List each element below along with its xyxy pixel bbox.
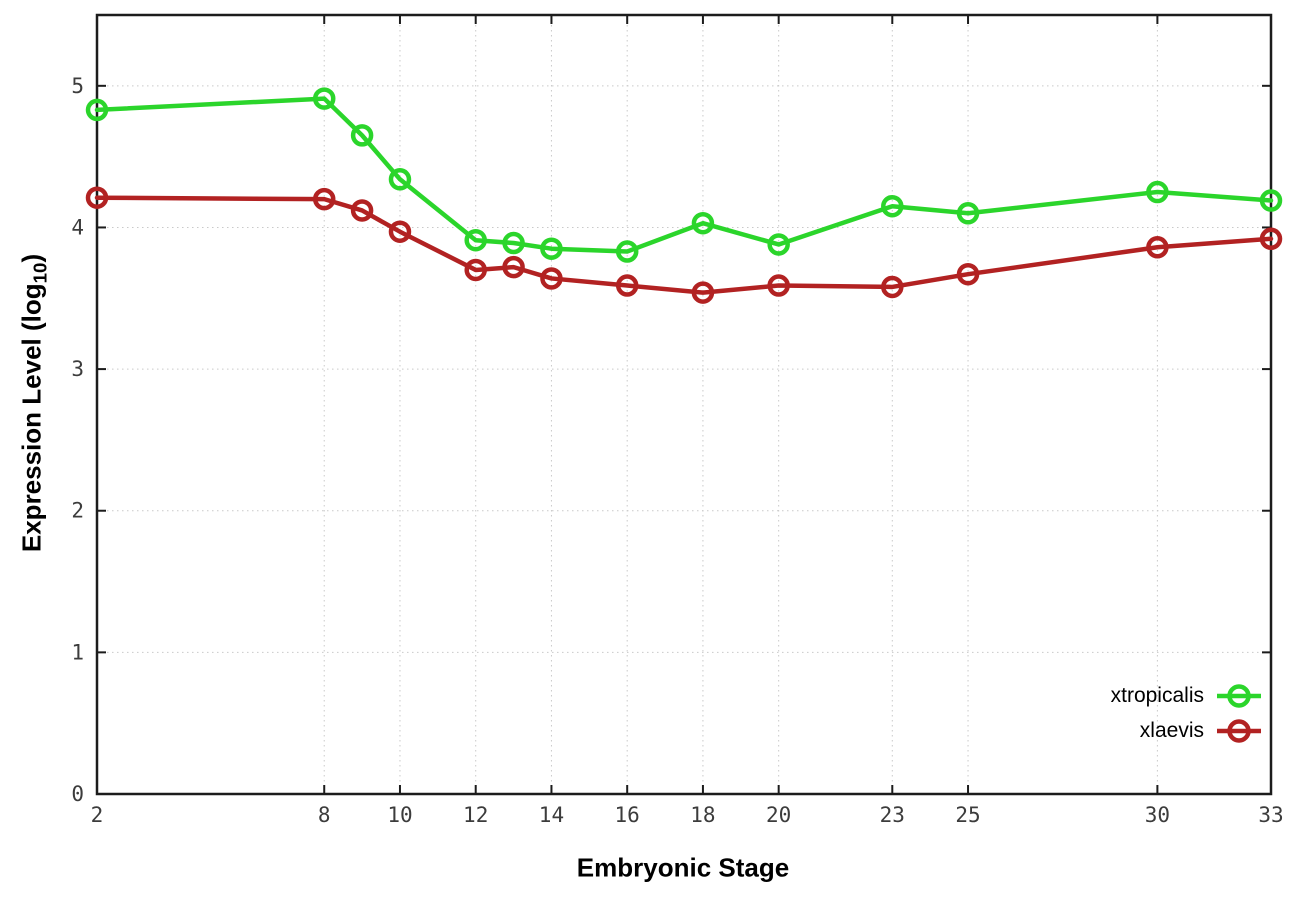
y-axis-title-suffix: ) <box>16 253 47 263</box>
y-axis-title: Expression Level (log10) <box>16 254 51 552</box>
data-point-xlaevis <box>615 274 639 297</box>
series-line-xlaevis <box>94 195 1274 295</box>
x-tick-label: 33 <box>1258 803 1283 827</box>
y-tick-label: 5 <box>71 74 84 98</box>
y-tick-label: 2 <box>71 499 84 523</box>
y-tick-label: 0 <box>71 782 84 806</box>
x-tick-label: 8 <box>318 803 331 827</box>
data-point-xlaevis <box>350 199 374 222</box>
legend-label-xlaevis: xlaevis <box>1139 719 1204 742</box>
data-point-xtropicalis <box>881 194 904 218</box>
x-tick-label: 14 <box>539 803 564 827</box>
legend-marker-circle <box>1227 719 1251 743</box>
y-tick-label: 1 <box>71 640 84 664</box>
x-tick-label: 16 <box>615 803 640 827</box>
data-point-xtropicalis <box>464 228 487 252</box>
legend-sample-icon-xlaevis <box>1217 719 1261 743</box>
data-point-xlaevis <box>502 255 525 279</box>
data-point-xtropicalis <box>691 211 715 235</box>
legend-marker-circle <box>1227 684 1251 708</box>
series-line-xtropicalis <box>94 96 1274 254</box>
data-point-xtropicalis <box>350 124 374 147</box>
x-tick-label: 12 <box>463 803 488 827</box>
legend-row-xtropicalis: xtropicalis <box>1111 681 1262 711</box>
x-tick-label: 20 <box>766 803 791 827</box>
data-point-xlaevis <box>1259 227 1283 251</box>
legend-sample-icon-xtropicalis <box>1217 684 1261 708</box>
x-tick-label: 2 <box>91 803 104 827</box>
data-point-xlaevis <box>1146 236 1169 259</box>
data-point-xlaevis <box>312 187 336 211</box>
data-point-xtropicalis <box>85 98 109 122</box>
y-tick-label: 4 <box>71 215 84 239</box>
data-point-xlaevis <box>767 274 790 297</box>
data-point-xlaevis <box>540 267 563 290</box>
data-point-xlaevis <box>956 262 980 286</box>
y-tick-label: 3 <box>71 357 84 381</box>
y-axis-title-text: Expression Level (log <box>16 283 47 553</box>
x-tick-label: 10 <box>387 803 412 827</box>
data-point-xtropicalis <box>615 240 639 263</box>
data-point-xtropicalis <box>767 233 790 256</box>
legend-row-xlaevis: xlaevis <box>1111 716 1262 746</box>
data-point-xtropicalis <box>1259 189 1283 212</box>
y-axis-title-subscript: 10 <box>29 262 51 284</box>
data-point-xlaevis <box>85 186 109 209</box>
data-point-xtropicalis <box>540 237 563 260</box>
data-point-xlaevis <box>691 281 715 304</box>
legend-label-xtropicalis: xtropicalis <box>1110 684 1204 707</box>
x-tick-label: 25 <box>955 803 980 827</box>
plot-border <box>95 13 1273 796</box>
data-point-xlaevis <box>464 258 487 282</box>
data-point-xtropicalis <box>956 202 980 225</box>
data-point-xtropicalis <box>388 168 412 191</box>
data-point-xlaevis <box>388 220 412 243</box>
x-tick-label: 30 <box>1145 803 1170 827</box>
data-point-xtropicalis <box>1146 180 1169 204</box>
legend: xtropicalis xlaevis <box>1111 681 1262 746</box>
x-tick-label: 23 <box>880 803 905 827</box>
data-point-xtropicalis <box>502 231 525 255</box>
x-axis-title: Embryonic Stage <box>576 852 790 883</box>
data-point-xlaevis <box>881 275 904 299</box>
x-tick-label: 18 <box>690 803 715 827</box>
data-point-xtropicalis <box>312 87 336 110</box>
